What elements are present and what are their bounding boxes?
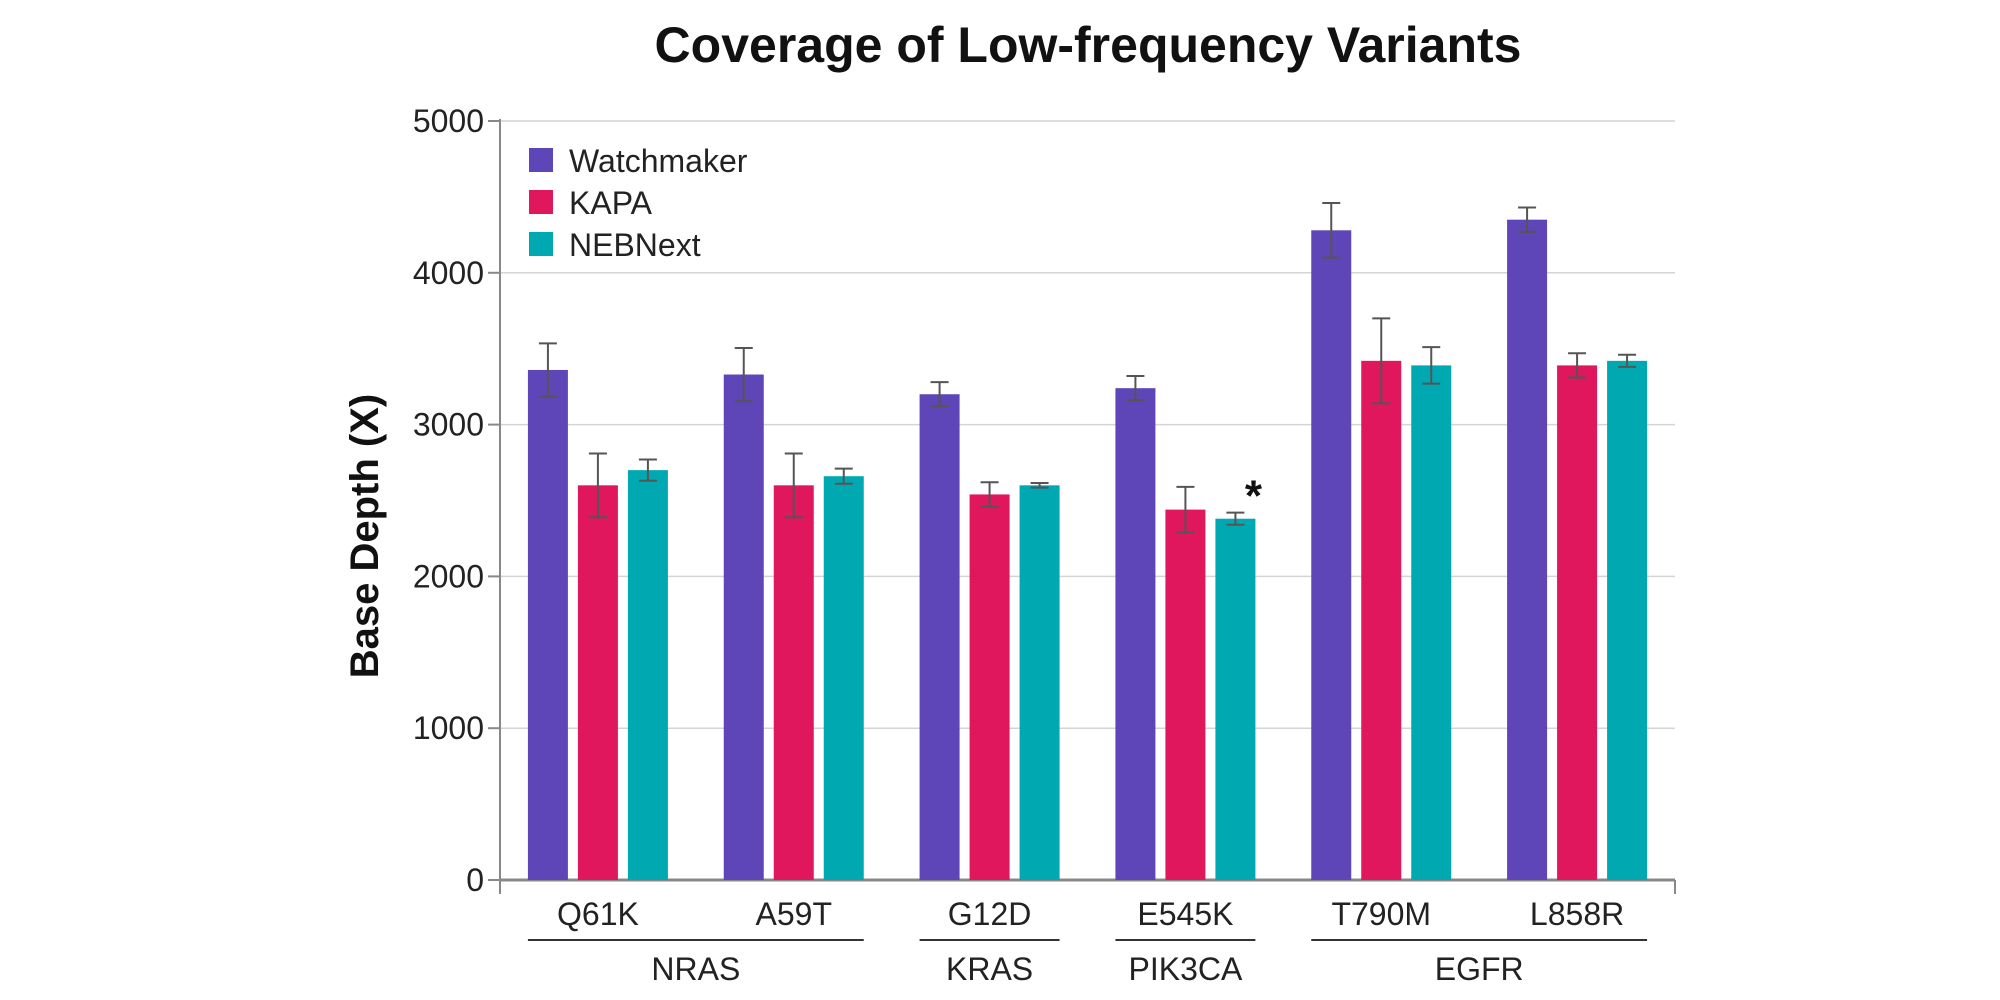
group-label-pik3ca: PIK3CA [1129, 951, 1243, 987]
y-tick-label-1000: 1000 [413, 710, 484, 746]
x-tick-label-a59t: A59T [756, 896, 832, 932]
error-bar-nebnext-t790m [1422, 346, 1441, 385]
bar-nebnext-e545k [1215, 518, 1256, 880]
error-bar-kapa-e545k [1176, 485, 1195, 534]
error-bar-watchmaker-a59t [734, 346, 753, 403]
annotation-asterisk: * [1245, 472, 1263, 521]
y-tick-label-3000: 3000 [413, 407, 484, 443]
gridlines [500, 120, 1675, 729]
error-bar-watchmaker-t790m [1322, 201, 1341, 259]
bar-kapa-q61k [577, 485, 618, 880]
x-tick-label-g12d: G12D [948, 896, 1032, 932]
error-bar-nebnext-a59t [834, 467, 853, 485]
legend-swatch-watchmaker [529, 148, 553, 172]
x-axis-labels: Q61K A59T G12D E545K T790M L858R NRAS KRAS PIK3C… [527, 896, 1648, 987]
legend-item-watchmaker: Watchmaker [529, 143, 748, 179]
x-tick-label-l858r: L858R [1530, 896, 1624, 932]
group-label-kras: KRAS [946, 951, 1033, 987]
bar-watchmaker-q61k [527, 369, 568, 880]
y-tick-label-0: 0 [466, 862, 484, 898]
error-bar-kapa-q61k [588, 452, 607, 519]
x-tick-label-t790m: T790M [1331, 896, 1431, 932]
legend: Watchmaker KAPA NEBNext [529, 143, 748, 263]
legend-item-kapa: KAPA [529, 185, 653, 221]
legend-swatch-nebnext [529, 232, 553, 256]
bar-nebnext-t790m [1411, 365, 1452, 880]
group-label-nras: NRAS [651, 951, 740, 987]
y-axis-label: Base Depth (X) [343, 394, 387, 679]
error-bar-kapa-l858r [1568, 352, 1587, 379]
bar-kapa-t790m [1361, 360, 1402, 880]
error-bar-kapa-a59t [784, 452, 803, 519]
bar-watchmaker-e545k [1115, 388, 1156, 880]
legend-label-watchmaker: Watchmaker [569, 143, 748, 179]
y-tick-label-2000: 2000 [413, 558, 484, 594]
chart-title: Coverage of Low-frequency Variants [655, 17, 1522, 73]
legend-swatch-kapa [529, 190, 553, 214]
error-bar-nebnext-g12d [1030, 482, 1049, 489]
legend-label-nebnext: NEBNext [569, 227, 701, 263]
bar-nebnext-l858r [1607, 360, 1648, 880]
bar-kapa-e545k [1165, 509, 1206, 880]
bar-watchmaker-l858r [1507, 219, 1548, 881]
bar-watchmaker-g12d [919, 394, 960, 880]
error-bar-watchmaker-q61k [538, 342, 557, 398]
bar-watchmaker-t790m [1311, 230, 1352, 880]
axes: 0 1000 2000 3000 4000 5000 [413, 103, 1676, 898]
bar-kapa-g12d [969, 494, 1010, 880]
bar-nebnext-g12d [1019, 485, 1060, 880]
group-label-egfr: EGFR [1435, 951, 1524, 987]
bar-kapa-a59t [773, 485, 814, 880]
legend-label-kapa: KAPA [569, 185, 653, 221]
error-bar-kapa-g12d [980, 481, 999, 508]
error-bar-kapa-t790m [1372, 317, 1391, 405]
x-tick-label-e545k: E545K [1137, 896, 1233, 932]
error-bar-watchmaker-g12d [930, 381, 949, 408]
legend-item-nebnext: NEBNext [529, 227, 701, 263]
y-tick-label-4000: 4000 [413, 255, 484, 291]
bar-nebnext-q61k [627, 470, 668, 880]
error-bar-nebnext-e545k [1226, 511, 1245, 526]
error-bar-watchmaker-e545k [1126, 375, 1145, 402]
bar-watchmaker-a59t [723, 374, 764, 880]
error-bar-watchmaker-l858r [1518, 206, 1537, 233]
bar-kapa-l858r [1557, 365, 1598, 880]
error-bar-nebnext-l858r [1618, 353, 1637, 368]
y-tick-label-5000: 5000 [413, 103, 484, 139]
bars [527, 219, 1648, 881]
x-tick-label-q61k: Q61K [557, 896, 639, 932]
error-bars [538, 201, 1637, 534]
annotations: * [1245, 472, 1263, 521]
bar-nebnext-a59t [823, 476, 864, 880]
error-bar-nebnext-q61k [638, 458, 657, 482]
